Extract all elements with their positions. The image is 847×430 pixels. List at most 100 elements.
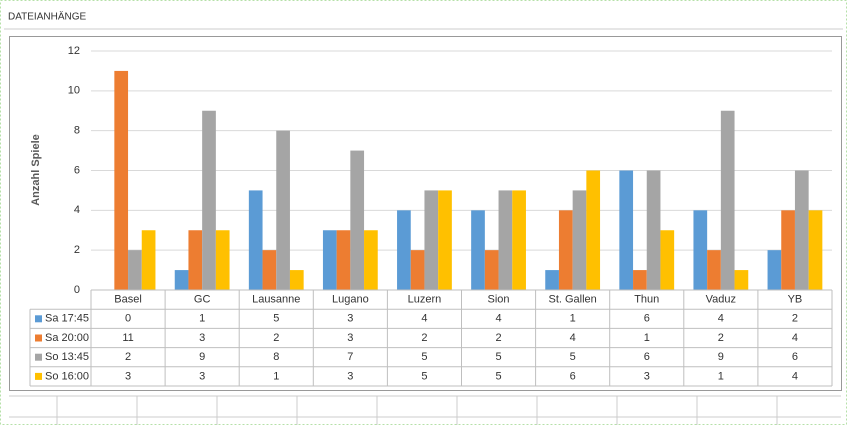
table-value: 9 [718, 351, 724, 363]
table-value: 5 [570, 351, 576, 363]
bar [397, 210, 411, 290]
y-tick-label: 6 [74, 164, 80, 176]
table-value: 2 [718, 332, 724, 344]
table-value: 7 [347, 351, 353, 363]
table-value: 4 [495, 313, 501, 325]
bar [141, 230, 156, 290]
x-tick-label: Lausanne [252, 294, 300, 306]
bar [289, 270, 304, 290]
table-value: 4 [792, 370, 798, 382]
bar [619, 170, 634, 290]
table-value: 2 [495, 332, 501, 344]
bar [660, 230, 675, 290]
bottom-grid [9, 395, 841, 425]
legend-label: So 16:00 [45, 370, 89, 382]
bar [545, 270, 559, 290]
bar [781, 210, 795, 290]
bar [767, 250, 782, 290]
x-tick-label: Sion [488, 294, 510, 306]
bar [646, 170, 661, 290]
table-value: 6 [644, 313, 650, 325]
legend-label: So 13:45 [45, 351, 89, 363]
bar [471, 210, 485, 290]
table-value: 3 [199, 332, 205, 344]
x-tick-label: St. Gallen [548, 294, 596, 306]
bar [633, 270, 647, 290]
table-value: 4 [792, 332, 798, 344]
bar [484, 250, 499, 290]
x-tick-label: Thun [634, 294, 659, 306]
table-value: 5 [421, 370, 427, 382]
table-value: 1 [570, 313, 576, 325]
bar [794, 170, 809, 290]
table-value: 6 [570, 370, 576, 382]
legend-swatch [35, 334, 42, 342]
bar [215, 230, 230, 290]
y-tick-label: 8 [74, 125, 80, 137]
bar [498, 190, 513, 290]
table-value: 5 [421, 351, 427, 363]
table-value: 4 [570, 332, 576, 344]
table-value: 3 [347, 313, 353, 325]
section-title: DATEIANHÄNGE [8, 11, 86, 23]
x-tick-label: Lugano [332, 294, 369, 306]
bar [438, 190, 452, 290]
bar [720, 110, 735, 290]
y-tick-label: 2 [74, 244, 80, 256]
table-value: 3 [347, 370, 353, 382]
x-tick-label: Vaduz [706, 294, 736, 306]
y-tick-label: 12 [68, 45, 80, 57]
table-value: 2 [792, 313, 798, 325]
table-value: 5 [495, 370, 501, 382]
bar [586, 170, 601, 290]
y-axis-label: Anzahl Spiele [30, 134, 42, 206]
x-tick-label: GC [194, 294, 211, 306]
bar [322, 230, 337, 290]
bar [693, 210, 708, 290]
table-value: 3 [199, 370, 205, 382]
table-value: 8 [273, 351, 279, 363]
legend-label: Sa 20:00 [45, 332, 89, 344]
table-value: 2 [421, 332, 427, 344]
table-value: 1 [273, 370, 279, 382]
table-value: 5 [273, 313, 279, 325]
table-value: 11 [122, 332, 133, 344]
table-value: 4 [421, 313, 427, 325]
legend-swatch [35, 315, 42, 323]
x-tick-label: Luzern [408, 294, 442, 306]
table-value: 1 [199, 313, 205, 325]
bar [262, 250, 277, 290]
legend-label: Sa 17:45 [45, 313, 89, 325]
table-value: 3 [347, 332, 353, 344]
bar [188, 230, 203, 290]
legend-swatch [35, 353, 42, 361]
table-value: 3 [644, 370, 650, 382]
table-value: 4 [718, 313, 724, 325]
x-tick-label: YB [788, 294, 803, 306]
table-value: 5 [495, 351, 501, 363]
bar [336, 230, 351, 290]
bar [410, 250, 425, 290]
table-value: 2 [125, 351, 131, 363]
bar [248, 190, 263, 290]
bar [808, 210, 823, 290]
y-tick-label: 4 [74, 204, 80, 216]
y-tick-label: 10 [68, 85, 80, 97]
bar [707, 250, 721, 290]
bar [202, 110, 216, 290]
table-value: 9 [199, 351, 205, 363]
bar [558, 210, 573, 290]
bar [174, 270, 189, 290]
table-value: 6 [792, 351, 798, 363]
bar [114, 70, 129, 291]
bar [276, 130, 290, 290]
bar [128, 250, 142, 290]
table-value: 3 [125, 370, 131, 382]
bar [424, 190, 439, 290]
table-value: 1 [644, 332, 650, 344]
table-value: 2 [273, 332, 279, 344]
bar [350, 150, 365, 290]
bar [364, 230, 378, 290]
